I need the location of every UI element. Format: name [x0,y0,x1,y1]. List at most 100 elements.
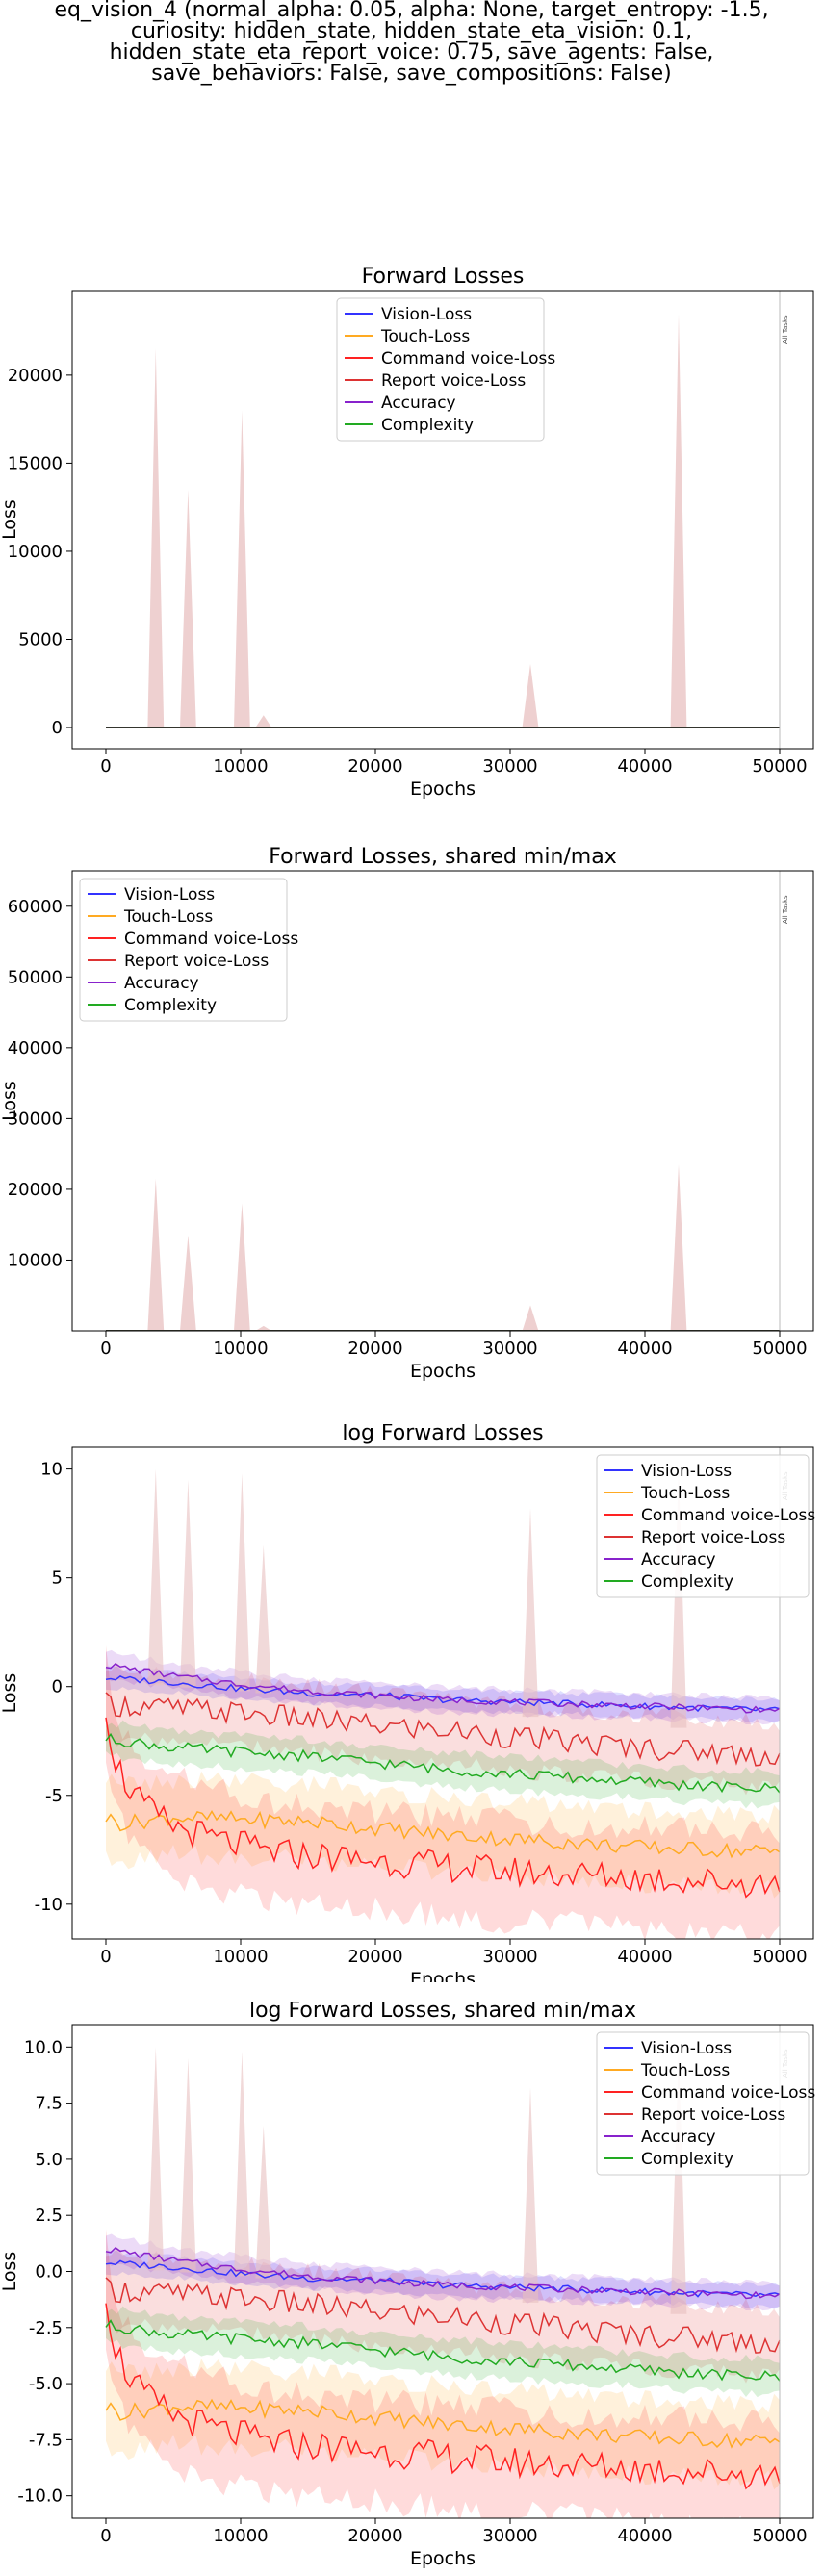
spike-band [234,410,250,728]
y-tick-label: 5000 [18,629,63,650]
y-tick-label: 2.5 [35,2206,63,2226]
legend-label-touch: Touch-Loss [380,327,470,346]
legend-label-report: Report voice-Loss [381,371,526,391]
plot-frame [71,870,814,1332]
legend-label-vision: Vision-Loss [641,2039,732,2058]
spike-band [180,2057,196,2273]
y-tick-label: 60000 [8,897,63,917]
y-tick-label: -5 [45,1786,63,1806]
y-tick-label: -2.5 [29,2318,63,2338]
y-axis-label: Loss [0,499,20,540]
x-tick-label: 20000 [347,2526,402,2546]
y-tick-label: 0 [52,1677,63,1697]
band-accuracy [106,2233,780,2311]
band-vision [106,1666,780,1723]
spike-band [147,348,165,728]
x-tick-label: 0 [100,2526,111,2546]
figure-title: eq_vision_4 (normal_alpha: 0.05, alpha: … [0,0,823,85]
legend-label-report: Report voice-Loss [641,2105,785,2125]
plot-area [105,1468,781,1939]
y-axis-label: Loss [0,1673,20,1714]
x-tick-label: 10000 [213,1947,268,1967]
series-line-accuracy [105,2247,781,2300]
plot-area [106,313,780,728]
spike-band [670,313,687,728]
spike-band [180,1235,196,1331]
y-tick-label: 50000 [8,967,63,987]
y-axis-label: Loss [0,2252,20,2292]
plot-area [106,1164,780,1331]
x-axis-label: Epochs [410,2548,476,2569]
figure-title-line: hidden_state_eta_report_voice: 0.75, sav… [109,40,714,64]
legend-label-command: Command voice-Loss [641,2083,815,2103]
figure-title-line: curiosity: hidden_state, hidden_state_et… [130,19,693,43]
x-tick-label: 20000 [347,756,402,777]
y-tick-label: 30000 [8,1109,63,1129]
legend-label-touch: Touch-Loss [640,2061,730,2080]
spike-band [180,489,196,728]
y-tick-label: 0 [52,718,63,738]
x-tick-label: 40000 [617,2526,672,2546]
spike-band [234,1473,250,1692]
legend-label-accuracy: Accuracy [124,974,199,993]
x-tick-label: 20000 [347,1947,402,1967]
y-tick-label: 20000 [8,366,63,386]
legend-label-vision: Vision-Loss [641,1462,732,1481]
series-line-complexity [105,2319,781,2382]
x-tick-label: 30000 [482,1339,537,1359]
spike-band [522,1305,539,1331]
spike-band [670,1468,687,1728]
spike-band [670,1164,687,1331]
y-tick-label: 7.5 [35,2094,63,2114]
chart-forward-losses-shared: All Tasks 0 10000 20000 30000 40000 50000 10000… [0,847,814,1382]
chart-log-forward-losses-shared: All Tasks01000020000300004000050000-10.0… [0,2002,815,2569]
legend-label-complexity: Complexity [381,416,474,435]
y-tick-label: 5 [52,1569,63,1589]
x-axis-label: Epochs [410,778,476,800]
x-axis-label: Epochs [410,1361,476,1382]
series-line-touch [105,1810,781,1859]
x-tick-label: 40000 [617,1947,672,1967]
band-touch [106,1771,780,1899]
plot-area [105,2047,781,2518]
spike-band [234,1203,250,1331]
y-tick-label: 10.0 [24,2037,63,2057]
x-tick-label: 50000 [752,1947,807,1967]
spike-band [255,1544,272,1694]
spike-band [180,1479,196,1688]
legend-box [596,1454,810,1598]
legend-box [596,2031,810,2176]
chart-title: Forward Losses [362,265,525,289]
x-tick-label: 0 [100,1339,111,1359]
series-line-complexity [105,1732,781,1794]
x-tick-label: 50000 [752,2526,807,2546]
legend-label-accuracy: Accuracy [641,1550,716,1569]
y-tick-label: -10 [35,1895,63,1915]
spike-band [147,1468,165,1686]
x-tick-label: 0 [100,756,111,777]
legend-label-vision: Vision-Loss [381,305,472,324]
plot-frame [71,1446,814,1940]
spike-band [255,715,272,728]
band-command [106,1645,780,1939]
task-marker-label: All Tasks [782,315,789,344]
spike-band [670,2047,687,2314]
band-touch [106,2359,780,2490]
legend-label-report: Report voice-Loss [641,1528,785,1547]
series-line-accuracy [105,1663,781,1714]
x-tick-label: 30000 [482,756,537,777]
x-tick-label: 30000 [482,1947,537,1967]
chart-log-forward-losses: All Tasks01000020000300004000050000-10-5… [0,1424,815,1982]
figure-title-line: save_behaviors: False, save_compositions… [151,62,672,86]
spike-band [255,2125,272,2279]
legend-box [336,297,545,442]
x-tick-label: 50000 [752,1339,807,1359]
y-tick-label: 5.0 [35,2150,63,2170]
band-complexity [106,1720,780,1809]
legend-label-complexity: Complexity [641,2150,733,2169]
y-axis-label: Loss [0,1081,20,1121]
series-line-vision [105,2259,781,2298]
